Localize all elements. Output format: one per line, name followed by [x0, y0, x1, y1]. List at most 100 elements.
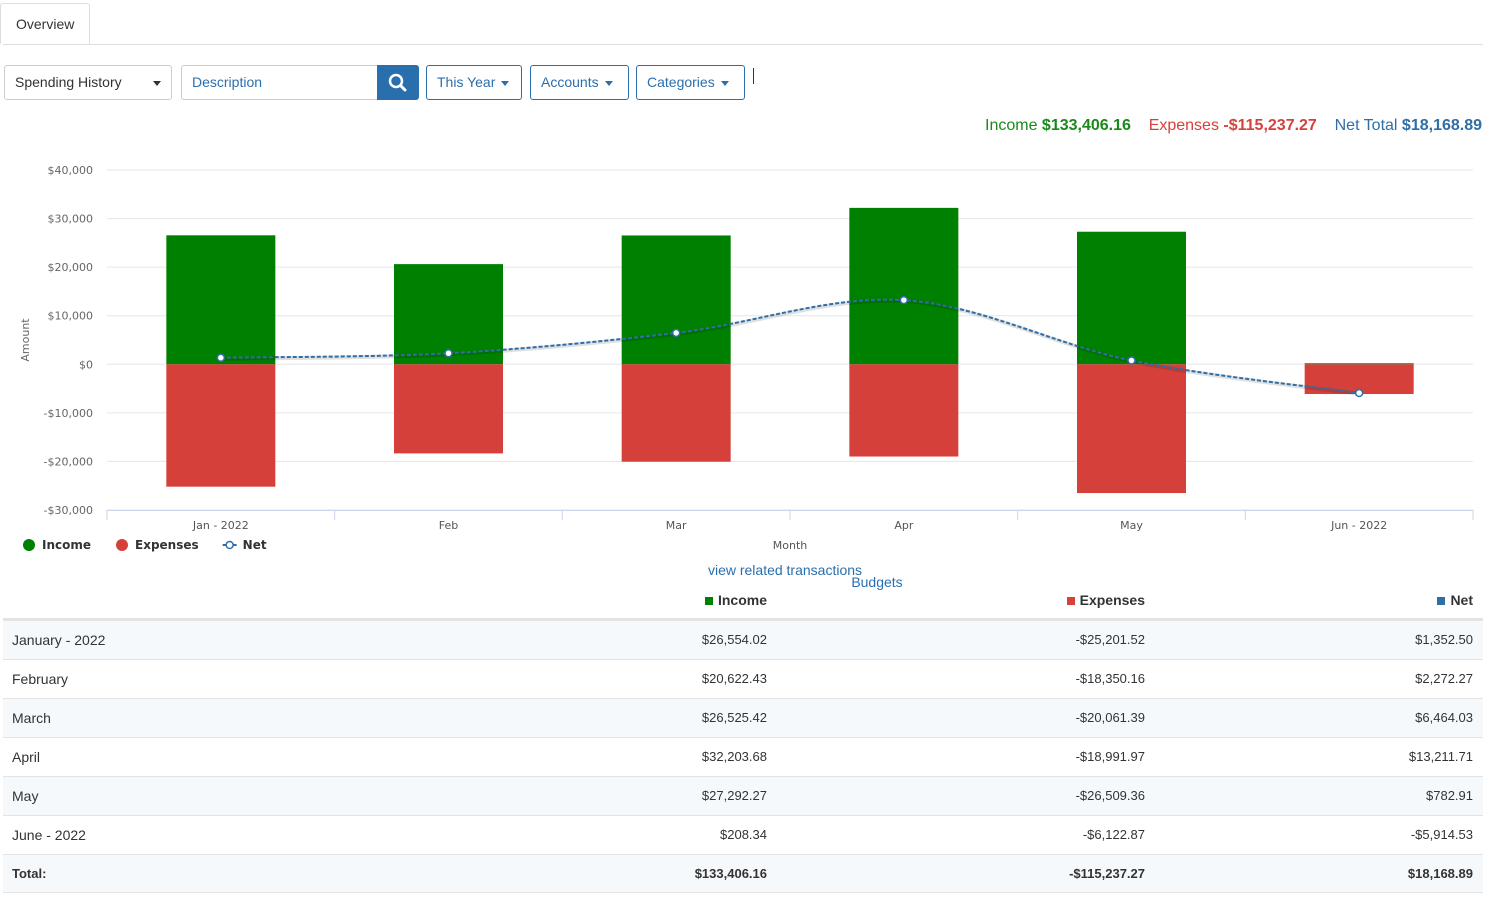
bar: [1304, 363, 1414, 365]
row-value: $18,168.89: [1407, 866, 1473, 881]
y-axis-label: Amount: [19, 318, 32, 362]
net-point: [444, 348, 453, 358]
row-value: $2,272.27: [1415, 671, 1473, 686]
search-button[interactable]: [377, 65, 419, 100]
row-value: -$5,914.53: [1410, 827, 1473, 842]
header-cell: Income: [704, 590, 767, 610]
legend-marker: [116, 539, 129, 551]
search-input[interactable]: Description: [181, 65, 378, 100]
accounts-button[interactable]: Accounts: [530, 65, 629, 100]
y-tick-label: -$20,000: [44, 455, 93, 468]
caret: [501, 80, 510, 86]
row-value: -$6,122.87: [1082, 827, 1145, 842]
income-label: Income: [985, 117, 1038, 134]
caret: [153, 81, 161, 86]
accounts-label: Accounts: [541, 74, 599, 90]
net-point: [671, 328, 681, 338]
y-tick-label: $30,000: [48, 213, 94, 226]
net-total: $18,168.89: [1401, 117, 1482, 134]
row-value: $32,203.68: [701, 749, 767, 764]
search-icon: [388, 73, 407, 92]
row-label: January - 2022: [12, 632, 106, 648]
net-label: Net Total: [1334, 117, 1398, 134]
categories-button[interactable]: Categories: [636, 65, 745, 100]
header-cell: Net: [1437, 590, 1473, 610]
row-value: -$25,201.52: [1075, 632, 1145, 647]
row-value: $208.34: [720, 827, 767, 842]
net-point: [1354, 388, 1364, 398]
report-label: Spending History: [15, 74, 122, 90]
row-value: $26,525.42: [701, 710, 767, 725]
legend-marker: [225, 540, 234, 550]
period-button[interactable]: This Year: [426, 65, 522, 100]
income-total: $133,406.16: [1041, 117, 1131, 134]
row-label: May: [12, 788, 39, 804]
cursor: [753, 68, 754, 84]
row-value: $1,352.50: [1415, 632, 1473, 647]
row-value: -$115,237.27: [1069, 866, 1145, 881]
x-tick-label: Feb: [439, 519, 458, 532]
caret: [720, 80, 729, 86]
table-header: Income Expenses Net: [3, 590, 1483, 620]
y-tick-label: $0: [79, 358, 93, 371]
y-tick-label: $20,000: [48, 261, 94, 274]
bar: [1077, 364, 1186, 494]
categories-label: Categories: [647, 74, 715, 90]
row-label: March: [12, 710, 51, 726]
y-tick-label: -$10,000: [44, 407, 93, 420]
net-point: [899, 295, 909, 305]
related-link[interactable]: view related transactions: [707, 562, 863, 578]
tab-bar: [3, 0, 1483, 45]
table-row: April $32,203.68 -$18,991.97 $13,211.71: [3, 737, 1483, 776]
bar: [621, 364, 731, 462]
bar: [166, 364, 276, 487]
tab-overview[interactable]: Overview: [0, 3, 90, 44]
row-label: Total:: [12, 866, 47, 881]
legend-label: Net: [243, 538, 267, 552]
period-label: This Year: [437, 74, 496, 90]
row-value: -$18,991.97: [1075, 749, 1145, 764]
tab-budgets[interactable]: Budgets: [851, 574, 903, 590]
legend-label: Income: [42, 538, 91, 552]
header-label: Income: [717, 592, 767, 608]
expenses-total: -$115,237.27: [1223, 117, 1317, 134]
x-tick-label: Apr: [894, 519, 914, 532]
row-value: -$26,509.36: [1075, 788, 1145, 803]
x-tick-label: Jun - 2022: [1330, 519, 1387, 532]
row-label: February: [12, 671, 69, 687]
table-row: March $26,525.42 -$20,061.39 $6,464.03: [3, 698, 1483, 737]
header-cell: Expenses: [1066, 590, 1145, 610]
row-label: April: [12, 749, 41, 765]
row-value: -$18,350.16: [1075, 671, 1145, 686]
table-row: February $20,622.43 -$18,350.16 $2,272.27: [3, 659, 1483, 698]
bar: [849, 207, 959, 365]
table-row: June - 2022 $208.34 -$6,122.87 -$5,914.53: [3, 815, 1483, 854]
search-placeholder: Description: [192, 74, 263, 90]
row-value: $20,622.43: [701, 671, 767, 686]
header-label: Expenses: [1079, 592, 1145, 608]
header-swatch: [1066, 597, 1075, 605]
row-value: -$20,061.39: [1075, 710, 1145, 725]
row-value: $26,554.02: [701, 632, 767, 647]
legend-label: Expenses: [135, 538, 199, 552]
header-swatch: [1437, 597, 1446, 605]
row-value: $27,292.27: [701, 788, 767, 803]
x-tick-label: Mar: [666, 519, 687, 532]
line-shadow: [221, 298, 1361, 396]
bar: [394, 264, 503, 365]
bar: [849, 364, 959, 457]
report-select[interactable]: Spending History: [4, 65, 172, 100]
header-swatch: [704, 597, 713, 605]
expenses-label: Expenses: [1148, 117, 1219, 134]
legend-marker: [23, 539, 35, 551]
y-tick-label: -$30,000: [44, 504, 93, 517]
y-tick-label: $40,000: [48, 164, 94, 177]
table-row: January - 2022 $26,554.02 -$25,201.52 $1,35…: [3, 620, 1483, 659]
net-point: [1127, 356, 1136, 365]
y-tick-label: $10,000: [48, 310, 94, 323]
bar: [394, 364, 503, 454]
x-tick-label: May: [1120, 519, 1143, 532]
net-point: [216, 353, 226, 362]
summary: Income $133,406.16 Expenses -$115,237.27…: [985, 117, 1482, 135]
